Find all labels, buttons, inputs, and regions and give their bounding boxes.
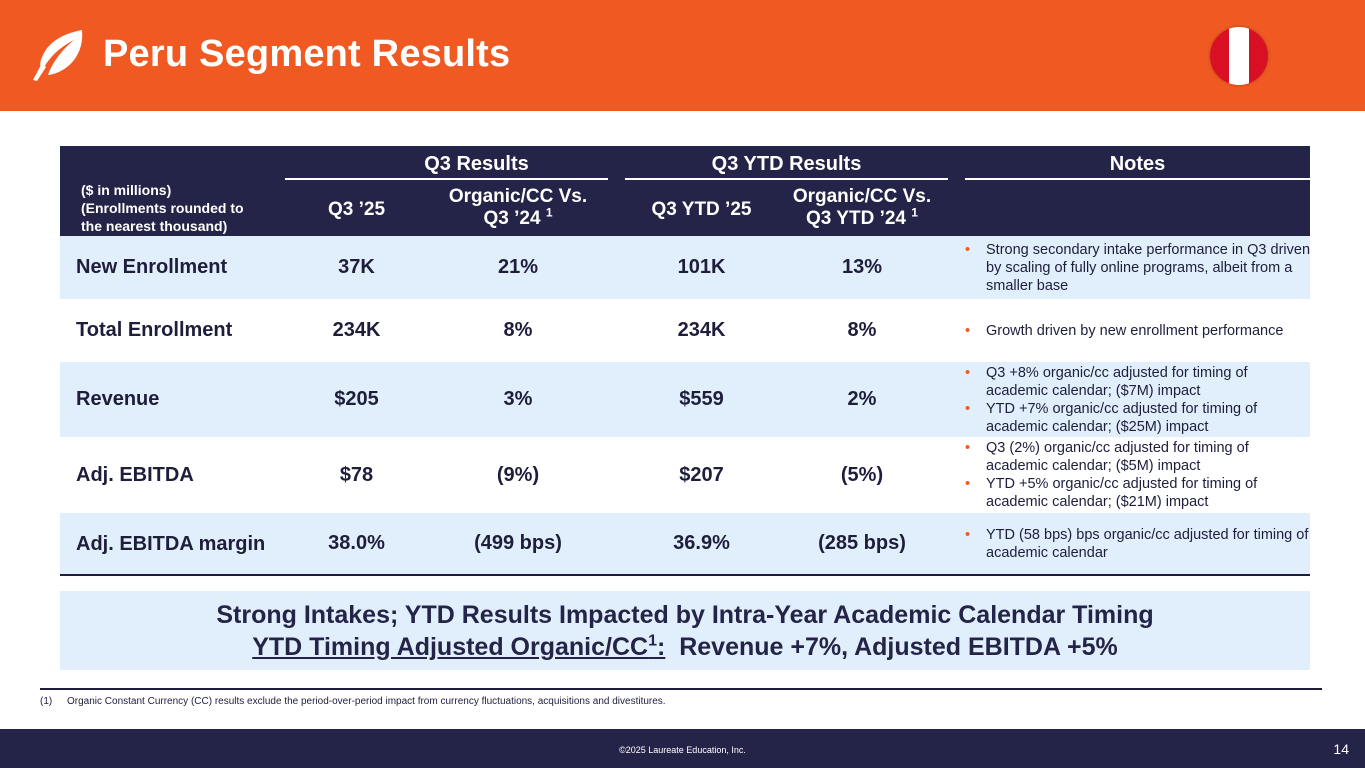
note-bullet: Q3 (2%) organic/cc adjusted for timing o… — [965, 439, 1310, 475]
row-label: Adj. EBITDA — [76, 463, 194, 486]
peru-flag-icon — [1210, 27, 1268, 85]
note-bullet: YTD +7% organic/cc adjusted for timing o… — [965, 400, 1310, 436]
cell-ytd-organic: (5%) — [840, 463, 884, 486]
leaf-logo-icon — [33, 30, 83, 81]
page-number: 14 — [1333, 741, 1349, 757]
cell-ytd: 36.9% — [673, 532, 730, 554]
note-bullet: YTD +5% organic/cc adjusted for timing o… — [965, 475, 1310, 511]
cell-ytd-organic: (285 bps) — [818, 532, 906, 554]
cell-ytd: $207 — [679, 463, 724, 486]
cell-q3: 234K — [332, 319, 381, 341]
table-header: Q3 Results Q3 YTD Results Notes ($ in mi… — [60, 146, 1310, 236]
footnote-number: (1) — [40, 696, 53, 707]
table-row-adj-ebitda: Adj. EBITDA $78 (9%) $207 (5%) Q3 (2%) o… — [60, 437, 1310, 513]
column-header-ytd: Q3 YTD ’25 — [651, 199, 752, 220]
note-bullet: Strong secondary intake performance in Q… — [965, 241, 1310, 295]
row-label: Revenue — [76, 388, 160, 410]
note-bullet: Q3 +8% organic/cc adjusted for timing of… — [965, 364, 1310, 400]
cell-ytd: 234K — [677, 319, 726, 341]
group-underline-ytd — [625, 178, 948, 180]
footnote: (1) Organic Constant Currency (CC) result… — [40, 696, 666, 707]
callout-line-1: Strong Intakes; YTD Results Impacted by … — [216, 601, 1154, 629]
group-underline-q3 — [285, 178, 608, 180]
header-bar — [0, 0, 1365, 111]
cell-notes: Q3 +8% organic/cc adjusted for timing of… — [965, 362, 1310, 437]
cell-ytd: $559 — [679, 388, 724, 410]
table-row-adj-ebitda-margin: Adj. EBITDA margin 38.0% (499 bps) 36.9%… — [60, 513, 1310, 574]
cell-notes: Growth driven by new enrollment performa… — [965, 299, 1310, 362]
cell-notes: Q3 (2%) organic/cc adjusted for timing o… — [965, 437, 1310, 513]
group-header-notes: Notes — [1109, 153, 1166, 175]
row-label: Adj. EBITDA margin — [76, 532, 266, 555]
cell-notes: YTD (58 bps) bps organic/cc adjusted for… — [965, 513, 1310, 574]
table-row-total-enrollment: Total Enrollment 234K 8% 234K 8% Growth … — [60, 299, 1310, 362]
cell-q3: 37K — [338, 256, 375, 278]
cell-q3: 38.0% — [328, 532, 385, 554]
cell-q3-organic: 8% — [503, 319, 533, 341]
row-label: Total Enrollment — [76, 319, 233, 341]
page-title: Peru Segment Results — [103, 33, 511, 75]
note-bullet: Growth driven by new enrollment performa… — [965, 322, 1283, 340]
cell-ytd-organic: 2% — [847, 388, 877, 410]
callout-line-2: YTD Timing Adjusted Organic/CC1: Revenue… — [252, 632, 1118, 661]
footer-bar — [0, 729, 1365, 768]
column-header-q3-organic: Organic/CC Vs. Q3 ’24 1 — [448, 186, 588, 229]
cell-q3: $205 — [334, 388, 379, 410]
cell-q3-organic: (499 bps) — [474, 532, 562, 554]
cell-ytd: 101K — [677, 256, 726, 278]
copyright-text: ©2025 Laureate Education, Inc. — [619, 745, 746, 755]
table-row-new-enrollment: New Enrollment 37K 21% 101K 13% Strong s… — [60, 236, 1310, 299]
group-header-q3: Q3 Results — [424, 153, 529, 175]
cell-notes: Strong secondary intake performance in Q… — [965, 236, 1310, 299]
column-header-ytd-organic: Organic/CC Vs. Q3 YTD ’24 1 — [792, 186, 932, 229]
cell-q3: $78 — [339, 463, 374, 486]
cell-q3-organic: 3% — [503, 388, 533, 410]
cell-ytd-organic: 13% — [841, 256, 883, 278]
group-header-ytd: Q3 YTD Results — [711, 153, 862, 175]
note-bullet: YTD (58 bps) bps organic/cc adjusted for… — [965, 526, 1310, 562]
table-bottom-rule — [60, 574, 1310, 576]
footnote-divider — [40, 688, 1322, 690]
cell-q3-organic: (9%) — [496, 463, 540, 486]
group-underline-notes — [965, 178, 1310, 180]
column-header-q3: Q3 ’25 — [327, 199, 386, 220]
cell-ytd-organic: 8% — [847, 319, 877, 341]
summary-callout: Strong Intakes; YTD Results Impacted by … — [60, 591, 1310, 670]
units-note: ($ in millions) (Enrollments rounded to … — [81, 182, 244, 234]
cell-q3-organic: 21% — [497, 256, 539, 278]
footnote-text: Organic Constant Currency (CC) results e… — [67, 696, 666, 707]
row-label: New Enrollment — [76, 256, 228, 278]
table-row-revenue: Revenue $205 3% $559 2% Q3 +8% organic/c… — [60, 362, 1310, 437]
